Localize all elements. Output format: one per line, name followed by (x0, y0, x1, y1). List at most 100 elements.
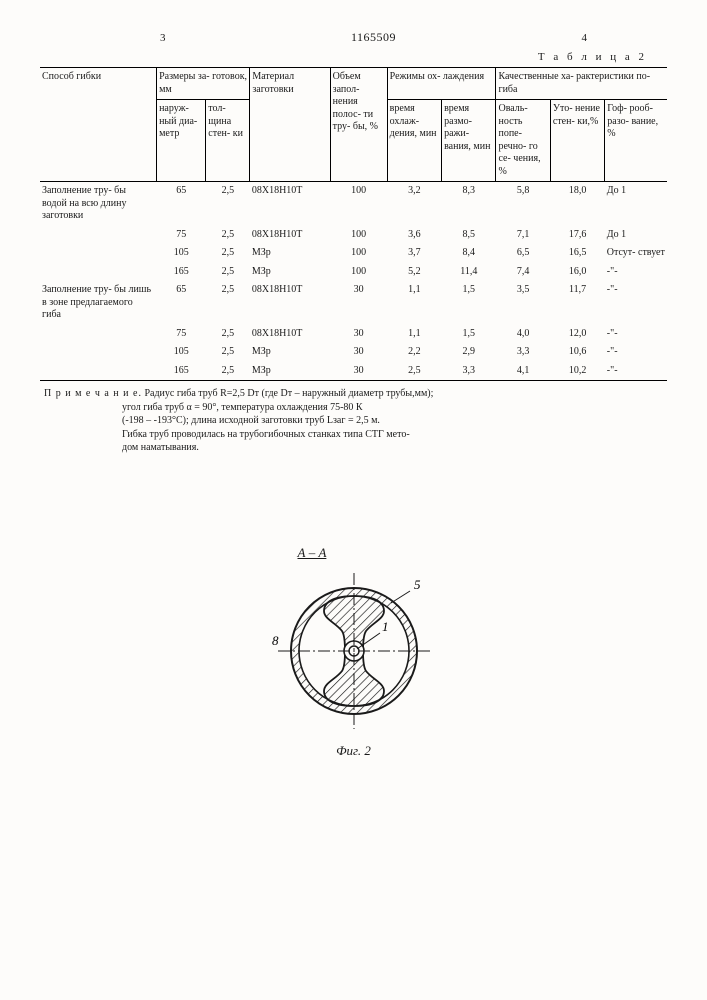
cell-fv: 100 (330, 244, 387, 263)
cell-mat: МЗр (250, 263, 330, 282)
page-right: 4 (582, 32, 588, 44)
cell-fv: 100 (330, 263, 387, 282)
cell-wall: 2,5 (206, 281, 250, 325)
cell-co: -"- (605, 362, 667, 381)
cell-method (40, 362, 157, 381)
cell-mat: МЗр (250, 343, 330, 362)
col-quality: Качественные ха- рактеристики по- гиба (496, 68, 667, 100)
cell-co: -"- (605, 325, 667, 344)
note-l4: Гибка труб проводилась на трубогибочных … (44, 428, 667, 442)
cell-method (40, 343, 157, 362)
cell-ov: 4,1 (496, 362, 550, 381)
cell-ov: 7,1 (496, 226, 550, 245)
cell-method (40, 325, 157, 344)
cell-tt: 1,5 (442, 281, 496, 325)
cell-ov: 4,0 (496, 325, 550, 344)
table-row: 1652,5МЗр302,53,34,110,2-"- (40, 362, 667, 381)
cell-od: 105 (157, 244, 206, 263)
cell-tc: 3,7 (387, 244, 441, 263)
note-l5: дом наматывания. (44, 441, 667, 455)
section-label: А – А (298, 545, 464, 561)
cell-tt: 2,9 (442, 343, 496, 362)
doc-number: 1165509 (351, 30, 396, 45)
cell-tc: 1,1 (387, 325, 441, 344)
page-left: 3 (160, 32, 166, 44)
cell-tt: 3,3 (442, 362, 496, 381)
note-l2: угол гиба труб α = 90°, температура охла… (44, 401, 667, 415)
cell-tc: 2,5 (387, 362, 441, 381)
table-row: 1052,5МЗр302,22,93,310,6-"- (40, 343, 667, 362)
cell-ov: 5,8 (496, 182, 550, 226)
col-dims: Размеры за- готовок, мм (157, 68, 250, 100)
col-cooling: Режимы ох- лаждения (387, 68, 496, 100)
callout-8: 8 (272, 633, 279, 648)
cell-mat: 08Х18Н10Т (250, 325, 330, 344)
cell-fv: 30 (330, 325, 387, 344)
cell-tt: 8,3 (442, 182, 496, 226)
table-row: Заполнение тру- бы водой на всю длину за… (40, 182, 667, 226)
cell-tt: 8,5 (442, 226, 496, 245)
figure-caption: Фиг. 2 (244, 743, 464, 759)
callout-5: 5 (414, 577, 421, 592)
cell-tc: 2,2 (387, 343, 441, 362)
cell-th: 16,0 (550, 263, 604, 282)
cell-od: 165 (157, 362, 206, 381)
col-tcool: время охлаж- дения, мин (387, 100, 441, 182)
note-l1: Радиус гиба труб R=2,5 Dт (где Dт – нару… (144, 388, 433, 399)
cell-wall: 2,5 (206, 226, 250, 245)
cell-co: До 1 (605, 226, 667, 245)
cell-th: 11,7 (550, 281, 604, 325)
cell-method: Заполнение тру- бы лишь в зоне предлагае… (40, 281, 157, 325)
col-wall: тол- щина стен- ки (206, 100, 250, 182)
cell-wall: 2,5 (206, 362, 250, 381)
cell-th: 12,0 (550, 325, 604, 344)
cell-mat: МЗр (250, 244, 330, 263)
table-row: 1652,5МЗр1005,211,47,416,0-"- (40, 263, 667, 282)
cell-method (40, 263, 157, 282)
cell-mat: 08Х18Н10Т (250, 182, 330, 226)
cell-th: 10,2 (550, 362, 604, 381)
col-material: Материал заготовки (250, 68, 330, 182)
cell-tc: 3,6 (387, 226, 441, 245)
cell-tc: 5,2 (387, 263, 441, 282)
col-oval: Оваль- ность попе- речно- го се- чения, … (496, 100, 550, 182)
callout-1: 1 (382, 619, 389, 634)
cell-od: 65 (157, 182, 206, 226)
table-body: Заполнение тру- бы водой на всю длину за… (40, 182, 667, 381)
col-corr: Гоф- рооб- разо- вание, % (605, 100, 667, 182)
cell-fv: 30 (330, 362, 387, 381)
cell-od: 75 (157, 226, 206, 245)
cell-od: 65 (157, 281, 206, 325)
table-row: 752,508Х18Н10Т1003,68,57,117,6До 1 (40, 226, 667, 245)
cell-wall: 2,5 (206, 182, 250, 226)
cell-th: 17,6 (550, 226, 604, 245)
cell-fv: 30 (330, 281, 387, 325)
cell-od: 105 (157, 343, 206, 362)
cell-mat: 08Х18Н10Т (250, 281, 330, 325)
cell-co: -"- (605, 281, 667, 325)
cell-fv: 30 (330, 343, 387, 362)
col-tthaw: время размо- ражи- вания, мин (442, 100, 496, 182)
cell-method (40, 226, 157, 245)
table-row: 1052,5МЗр1003,78,46,516,5Отсут- ствует (40, 244, 667, 263)
cell-co: -"- (605, 343, 667, 362)
cell-th: 16,5 (550, 244, 604, 263)
table-head: Способ гибки Размеры за- готовок, мм Мат… (40, 68, 667, 182)
cell-method: Заполнение тру- бы водой на всю длину за… (40, 182, 157, 226)
cell-co: -"- (605, 263, 667, 282)
cell-od: 75 (157, 325, 206, 344)
cell-ov: 6,5 (496, 244, 550, 263)
table-row: Заполнение тру- бы лишь в зоне предлагае… (40, 281, 667, 325)
table-caption: Т а б л и ц а 2 (40, 51, 647, 63)
cell-tt: 1,5 (442, 325, 496, 344)
cell-fv: 100 (330, 182, 387, 226)
cell-co: Отсут- ствует (605, 244, 667, 263)
data-table: Способ гибки Размеры за- готовок, мм Мат… (40, 67, 667, 381)
cell-fv: 100 (330, 226, 387, 245)
cell-ov: 7,4 (496, 263, 550, 282)
cell-ov: 3,5 (496, 281, 550, 325)
cell-wall: 2,5 (206, 343, 250, 362)
col-thin: Уто- нение стен- ки,% (550, 100, 604, 182)
cell-th: 10,6 (550, 343, 604, 362)
cell-th: 18,0 (550, 182, 604, 226)
